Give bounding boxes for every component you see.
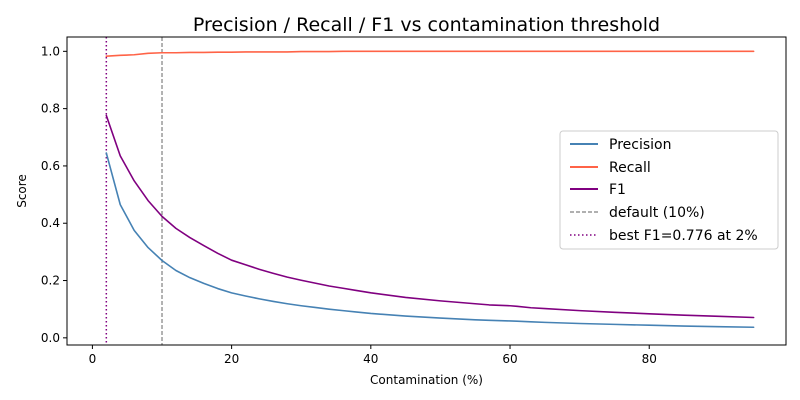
series-line-precision (105, 152, 755, 329)
y-tick-label: 1.0 (41, 44, 60, 58)
legend-label-precision: Precision (609, 137, 671, 153)
x-axis: 0 20 40 60 80 (89, 345, 657, 366)
plot-content (105, 37, 755, 345)
y-tick-label: 0.6 (41, 159, 60, 173)
x-tick-label: 20 (224, 352, 239, 366)
legend-frame (559, 130, 779, 250)
series-line-f1 (105, 114, 755, 319)
y-tick-label: 0.2 (41, 274, 60, 288)
legend-label-f1: F1 (609, 182, 626, 198)
y-axis-label: Score (15, 174, 29, 208)
chart-title: Precision / Recall / F1 vs contamination… (193, 14, 660, 36)
x-tick-label: 0 (89, 352, 97, 366)
legend-label-default-line: default (10%) (609, 205, 705, 221)
legend: Precision Recall F1 default (10%) best F… (559, 130, 779, 250)
x-tick-label: 60 (502, 352, 517, 366)
y-tick-label: 0.8 (41, 102, 60, 116)
plot-frame (66, 36, 787, 346)
y-axis: 0.0 0.2 0.4 0.6 0.8 1.0 (41, 44, 67, 345)
series-line-recall (105, 50, 755, 58)
x-tick-label: 80 (642, 352, 657, 366)
y-tick-label: 0.0 (41, 331, 60, 345)
legend-label-best-f1-line: best F1=0.776 at 2% (609, 228, 758, 244)
x-tick-label: 40 (363, 352, 378, 366)
y-tick-label: 0.4 (41, 216, 60, 230)
legend-label-recall: Recall (609, 160, 651, 176)
x-axis-label: Contamination (%) (370, 373, 483, 387)
